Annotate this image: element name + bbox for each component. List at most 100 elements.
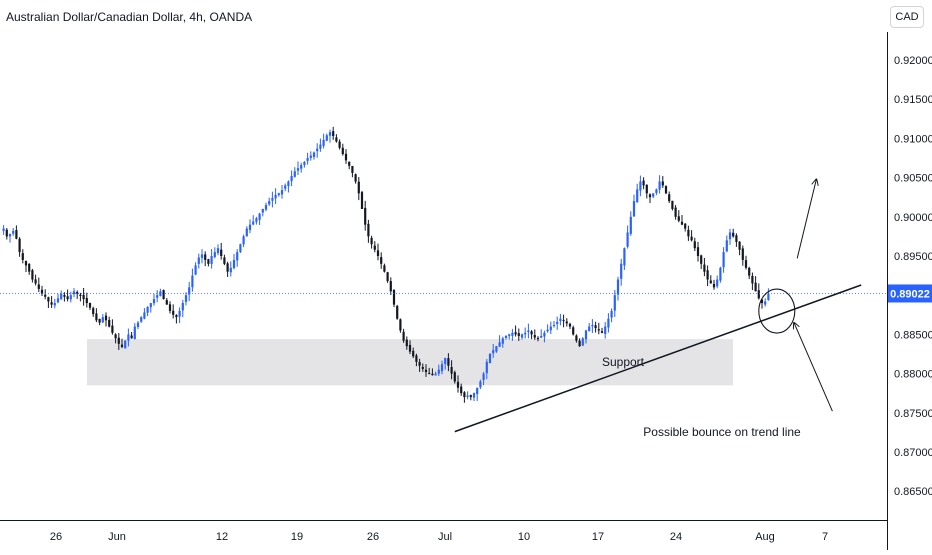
candle	[629, 216, 632, 234]
candle	[440, 364, 444, 372]
candle	[565, 321, 568, 324]
candle	[245, 228, 248, 237]
candle	[469, 395, 472, 398]
candle	[453, 372, 456, 382]
candle	[476, 387, 479, 395]
candle	[607, 318, 610, 328]
candle	[424, 369, 428, 373]
candle	[744, 260, 748, 268]
candle	[53, 303, 56, 306]
candle	[741, 248, 744, 260]
candle	[261, 208, 264, 213]
candle	[690, 236, 693, 241]
candle	[725, 240, 728, 252]
candle	[591, 324, 594, 327]
currency-button[interactable]: CAD	[890, 6, 924, 28]
candle	[709, 280, 712, 284]
candle	[712, 283, 716, 288]
candle	[172, 310, 175, 315]
candle	[82, 294, 85, 300]
candle	[152, 299, 156, 304]
candle	[316, 148, 319, 152]
candle	[69, 295, 72, 300]
candle	[354, 174, 357, 182]
candle	[575, 335, 578, 341]
candle	[444, 357, 447, 365]
candle	[335, 137, 338, 142]
candle	[748, 267, 751, 276]
candle	[735, 235, 738, 242]
candle	[143, 312, 146, 319]
candle	[232, 259, 236, 269]
candle	[168, 304, 172, 311]
candle	[357, 181, 360, 194]
candle	[252, 221, 255, 225]
x-tick-label: Jun	[108, 531, 126, 543]
candle	[332, 131, 335, 137]
candle	[764, 301, 767, 305]
candle	[136, 322, 140, 328]
candle	[194, 265, 197, 275]
candle	[18, 238, 21, 253]
x-tick-label: 19	[291, 531, 303, 543]
candle	[184, 295, 188, 302]
candle	[50, 302, 53, 305]
candle	[348, 161, 351, 166]
candle	[616, 279, 620, 295]
candle	[21, 253, 24, 260]
candle	[274, 194, 277, 199]
candle	[492, 350, 495, 354]
candle	[264, 205, 268, 210]
candle	[242, 236, 245, 245]
candle	[88, 302, 92, 308]
candle	[72, 291, 76, 295]
candle	[479, 381, 482, 388]
candle	[674, 207, 677, 217]
candle	[578, 340, 581, 347]
candle	[95, 313, 98, 321]
candle	[236, 252, 239, 261]
candle	[178, 310, 181, 317]
x-tick-label: Jul	[438, 531, 452, 543]
candle	[120, 344, 124, 347]
y-tick-label: 0.87500	[894, 408, 932, 420]
x-tick-label: 7	[822, 531, 828, 543]
y-tick-label: 0.91500	[894, 94, 932, 106]
candle	[40, 289, 44, 294]
candle	[415, 355, 418, 362]
candle	[111, 325, 114, 333]
candle	[268, 201, 271, 205]
candle	[213, 252, 216, 258]
x-tick-label: 17	[592, 531, 604, 543]
candle	[632, 201, 636, 217]
candle	[568, 323, 572, 327]
candle	[389, 281, 392, 292]
candle	[738, 241, 741, 250]
candle	[543, 332, 546, 337]
x-tick-label: 26	[50, 531, 62, 543]
candle	[613, 295, 616, 311]
candle	[255, 218, 258, 222]
candle	[536, 337, 540, 340]
candle	[306, 158, 309, 161]
candle	[562, 320, 565, 322]
y-tick-label: 0.88000	[894, 369, 932, 381]
candle	[223, 257, 226, 264]
x-tick-label: 26	[367, 531, 379, 543]
candle	[85, 297, 88, 304]
candle	[428, 372, 431, 374]
candle	[581, 338, 584, 346]
candle	[408, 344, 412, 352]
candle	[344, 153, 348, 161]
y-tick-label: 0.91000	[894, 133, 932, 145]
candle	[722, 252, 725, 268]
candle	[338, 141, 341, 148]
candle	[117, 337, 120, 344]
trend-line	[454, 284, 862, 433]
candle	[524, 332, 527, 335]
candle	[287, 181, 290, 187]
candle	[498, 342, 501, 347]
candle	[293, 171, 296, 177]
